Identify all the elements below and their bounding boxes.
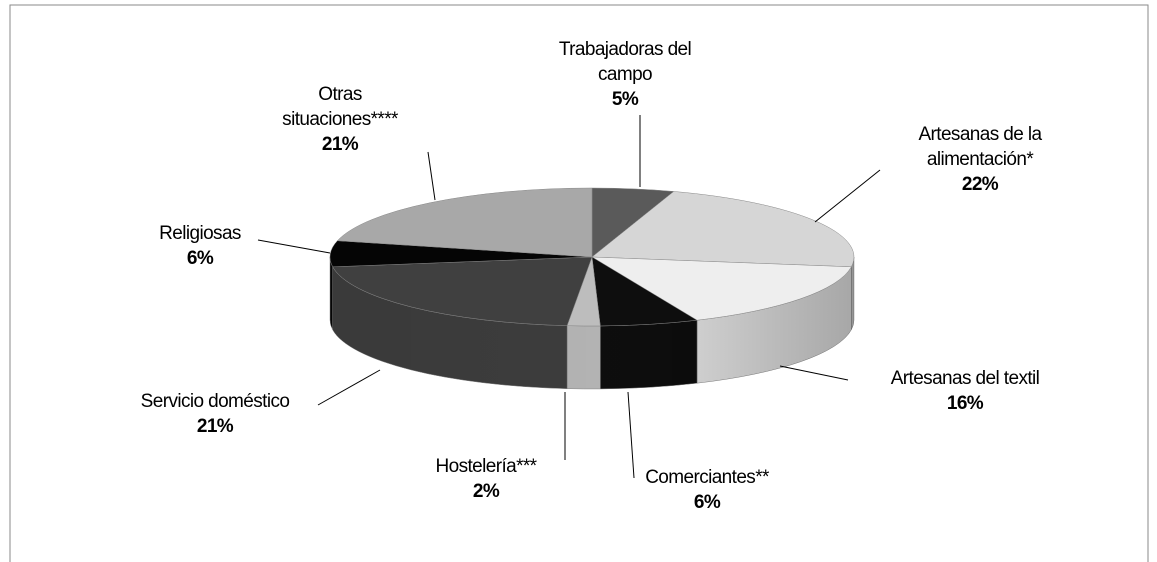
value-label: 21% bbox=[196, 416, 234, 437]
data-label: Otras situaciones**** 21% bbox=[265, 82, 415, 157]
value-label: 16% bbox=[946, 393, 984, 414]
leader-line bbox=[814, 169, 881, 223]
data-label: Religiosas 6% bbox=[120, 221, 280, 271]
category-label: Religiosas bbox=[159, 223, 241, 244]
slice bbox=[336, 187, 593, 258]
value-label: 2% bbox=[472, 481, 500, 502]
category-label: Otras situaciones**** bbox=[282, 84, 398, 130]
leader-line bbox=[317, 369, 381, 406]
data-label: Hostelería*** 2% bbox=[386, 454, 586, 504]
data-label: Artesanas del textil 16% bbox=[865, 366, 1065, 416]
category-label: Servicio doméstico bbox=[140, 391, 290, 412]
value-label: 22% bbox=[961, 174, 999, 195]
slice bbox=[591, 191, 855, 268]
data-label: Servicio doméstico 21% bbox=[95, 389, 335, 439]
leader-line bbox=[627, 391, 635, 479]
data-label: Artesanas de la alimentación* 22% bbox=[880, 122, 1080, 197]
value-label: 21% bbox=[321, 134, 359, 155]
slice bbox=[591, 256, 852, 321]
leader-line bbox=[257, 239, 331, 254]
side-shade bbox=[330, 257, 854, 389]
data-label: Comerciantes** 6% bbox=[607, 465, 807, 515]
slice bbox=[332, 256, 593, 326]
chart-border bbox=[9, 4, 1149, 562]
leader-line bbox=[427, 151, 436, 201]
category-label: Artesanas del textil bbox=[890, 368, 1040, 389]
value-label: 6% bbox=[693, 492, 721, 513]
value-label: 6% bbox=[186, 248, 214, 269]
leader-line bbox=[779, 365, 849, 381]
category-label: Comerciantes** bbox=[645, 467, 769, 488]
category-label: Hostelería*** bbox=[435, 456, 538, 477]
value-label: 5% bbox=[611, 89, 639, 110]
category-label: Artesanas de la alimentación* bbox=[918, 124, 1042, 170]
data-label: Trabajadoras del campo 5% bbox=[530, 37, 720, 112]
category-label: Trabajadoras del campo bbox=[558, 39, 692, 85]
